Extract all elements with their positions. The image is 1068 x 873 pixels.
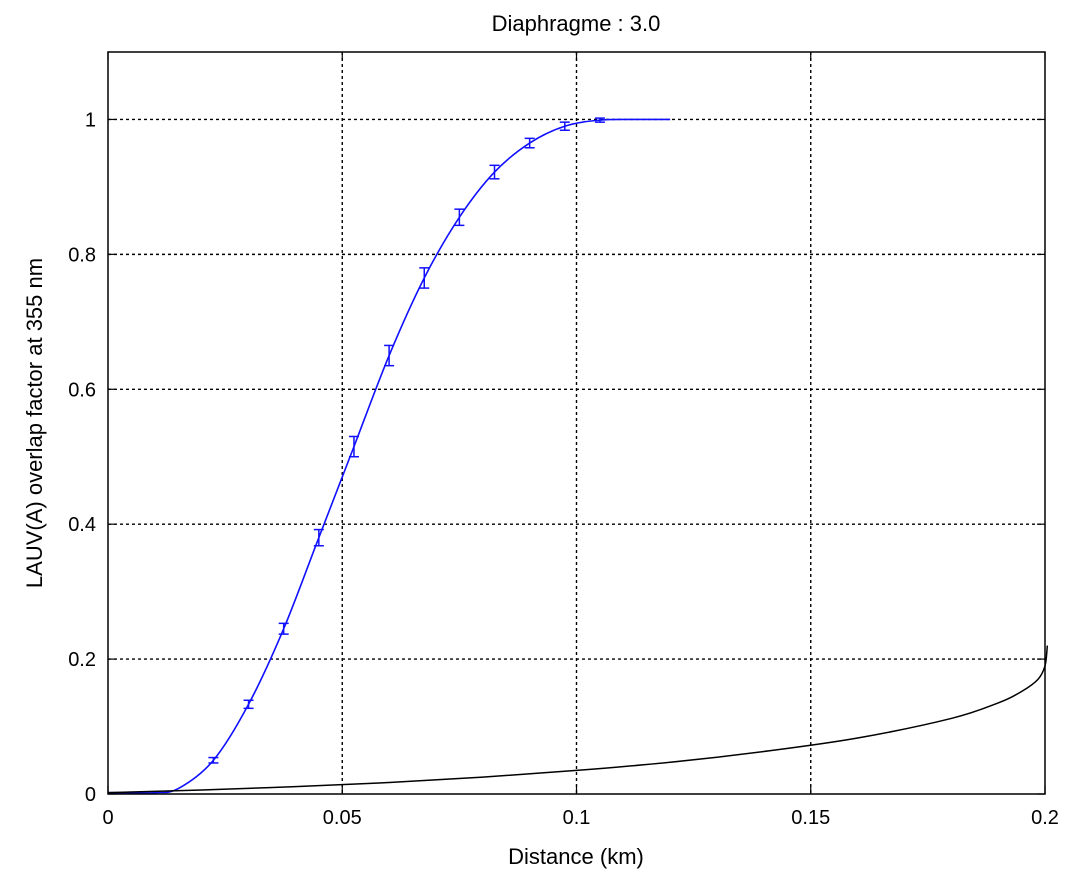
y-axis-label: LAUV(A) overlap factor at 355 nm <box>22 258 47 588</box>
x-axis-label: Distance (km) <box>508 844 644 869</box>
grid <box>108 52 1045 794</box>
series-line-black <box>107 645 1049 794</box>
y-tick-label: 0.2 <box>68 649 96 671</box>
error-bar <box>489 164 500 180</box>
error-bar <box>208 756 219 764</box>
x-tick-label: 0.2 <box>1031 807 1059 829</box>
y-tick-label: 0.8 <box>68 244 96 266</box>
error-bar <box>384 344 395 367</box>
plot-frame <box>107 51 1046 795</box>
error-bar <box>348 435 359 458</box>
y-tick-label: 0 <box>85 784 96 806</box>
x-tick-label: 0.05 <box>323 807 362 829</box>
x-tick-label: 0 <box>102 807 113 829</box>
error-bar <box>594 117 605 123</box>
error-bar <box>278 622 289 635</box>
error-bar <box>243 699 254 710</box>
error-bar <box>419 267 430 289</box>
error-bar <box>559 121 570 131</box>
error-bar <box>524 137 535 149</box>
y-tick-label: 0.4 <box>68 514 96 536</box>
x-tick-label: 0.15 <box>791 807 830 829</box>
error-bar <box>313 528 324 547</box>
series-layer <box>107 117 1049 794</box>
y-tick-label: 0.6 <box>68 379 96 401</box>
x-tick-label: 0.1 <box>563 807 591 829</box>
ticks: 0 0.05 0.1 0.15 0.2 0 0.2 0.4 0.6 0.8 1 <box>68 52 1059 829</box>
error-bar <box>454 208 465 227</box>
y-tick-label: 1 <box>85 109 96 131</box>
chart-title: Diaphragme : 3.0 <box>492 11 661 36</box>
